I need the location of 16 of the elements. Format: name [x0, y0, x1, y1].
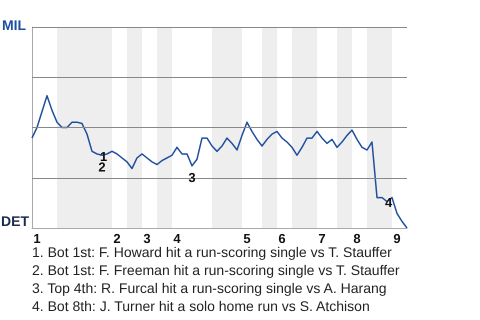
text: 2. Bot 1st: F. Freeman hit a run-scoring single vs T. Stauffer: [32, 262, 400, 278]
text: DET: [1, 213, 30, 229]
x-tick-label: 2: [113, 231, 121, 246]
text: 3. Top 4th: R. Furcal hit a run-scoring single vs A. Harang: [32, 280, 387, 296]
annotation: 3: [188, 170, 196, 185]
text: 1. Bot 1st: F. Howard hit a run-scoring single vs T. Stauffer: [32, 244, 392, 260]
x-tick-label: 6: [278, 231, 286, 246]
x-tick-label: 4: [173, 231, 182, 246]
text: MIL: [2, 17, 27, 33]
x-tick-label: 8: [353, 231, 361, 246]
x-tick-label: 3: [143, 231, 151, 246]
x-tick-label: 9: [393, 231, 401, 246]
x-tick-label: 1: [33, 231, 41, 246]
x-tick-label: 7: [318, 231, 326, 246]
text: 4. Bot 8th: J. Turner hit a solo home run vs S. Atchison: [32, 298, 370, 314]
x-tick-label: 5: [243, 231, 251, 246]
